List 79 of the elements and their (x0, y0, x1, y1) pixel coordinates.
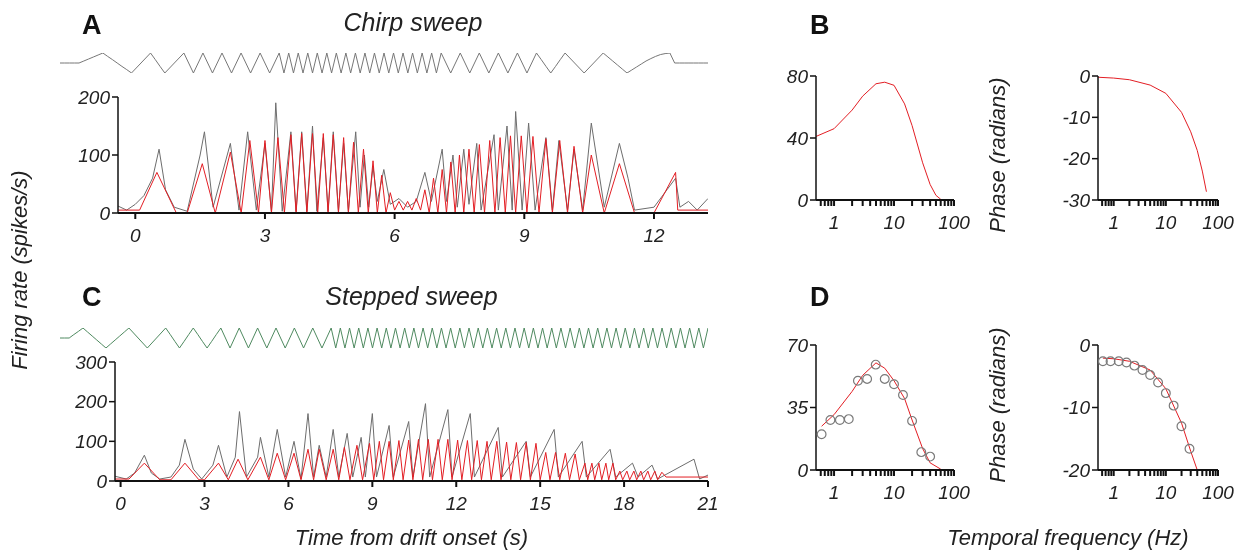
point (1153, 377, 1164, 388)
x-tick-label: 3 (259, 225, 271, 247)
y-tick-label: -20 (1062, 459, 1091, 481)
point (1113, 356, 1124, 367)
point (816, 429, 827, 440)
y-tick-label: 300 (75, 351, 108, 373)
point (916, 447, 927, 458)
y-tick-label: 200 (74, 391, 108, 413)
point (1105, 356, 1116, 367)
point (907, 415, 918, 426)
chart-title: Stepped sweep (324, 282, 499, 311)
x-tick-label: 9 (367, 493, 379, 515)
text: D (810, 282, 830, 313)
x-tick-label: 10 (883, 482, 906, 504)
x-tick-label: 3 (199, 493, 211, 515)
x-tick-label: 6 (283, 493, 295, 515)
x-axis-title: Temporal frequency (Hz) (946, 525, 1190, 551)
y-tick-label: 40 (786, 127, 809, 149)
y-tick-label: -10 (1062, 397, 1091, 419)
point (1129, 360, 1140, 371)
x-tick-label: 1 (828, 482, 840, 504)
point (843, 414, 854, 425)
y-tick-label: 0 (1079, 65, 1091, 87)
point (1160, 388, 1171, 399)
y-axis-title: Phase (radians) (985, 327, 1011, 483)
point (879, 373, 890, 384)
text: B (810, 10, 830, 41)
x-tick-label: 1 (1108, 482, 1119, 504)
y-tick-label: 100 (78, 144, 111, 166)
y-tick-label: 0 (797, 189, 809, 211)
y-tick-label: 100 (75, 431, 108, 453)
y-tick-label: -30 (1062, 189, 1091, 211)
x-tick-label: 100 (1202, 482, 1235, 504)
x-tick-label: 100 (938, 212, 971, 234)
y-tick-label: -20 (1062, 148, 1091, 170)
point (1145, 370, 1156, 380)
text: A (82, 10, 102, 41)
x-tick-label: 100 (938, 482, 971, 504)
x-tick-label: 0 (115, 493, 127, 515)
y-tick-label: 35 (786, 397, 809, 419)
point (1098, 356, 1108, 367)
point (834, 415, 845, 425)
point (852, 375, 863, 386)
x-tick-label: 6 (389, 225, 401, 247)
chart-title: Chirp sweep (342, 8, 484, 37)
x-tick-label: 15 (529, 493, 552, 515)
point (825, 415, 836, 425)
point (1176, 421, 1187, 432)
y-tick-label: 200 (77, 86, 111, 108)
x-tick-label: 0 (130, 225, 141, 247)
x-tick-label: 9 (519, 225, 531, 247)
point (925, 451, 936, 462)
point (862, 373, 873, 384)
point (1168, 400, 1179, 411)
point (1184, 443, 1195, 454)
point (1121, 357, 1132, 368)
text: C (82, 282, 102, 313)
point (898, 390, 908, 400)
x-tick-label: 10 (1155, 212, 1177, 234)
y-tick-label: 0 (1079, 334, 1091, 356)
point (1137, 365, 1148, 375)
y-tick-label: -10 (1062, 107, 1091, 129)
point (870, 359, 881, 370)
y-tick-label: 0 (797, 459, 809, 481)
x-tick-label: 100 (1202, 212, 1235, 234)
y-tick-label: 80 (786, 65, 809, 87)
x-tick-label: 12 (445, 493, 468, 515)
x-tick-label: 18 (613, 493, 636, 515)
y-axis-title: Phase (radians) (985, 77, 1011, 233)
x-tick-label: 10 (883, 212, 906, 234)
x-tick-label: 12 (643, 225, 665, 247)
y-tick-label: 70 (786, 334, 809, 356)
point (889, 379, 899, 390)
x-tick-label: 1 (1108, 212, 1119, 234)
y-axis-title: Firing rate (spikes/s) (7, 170, 33, 370)
x-tick-label: 10 (1155, 482, 1177, 504)
x-tick-label: 1 (828, 212, 840, 234)
x-tick-label: 21 (696, 493, 719, 515)
x-axis-title: Time from drift onset (s) (293, 525, 530, 551)
